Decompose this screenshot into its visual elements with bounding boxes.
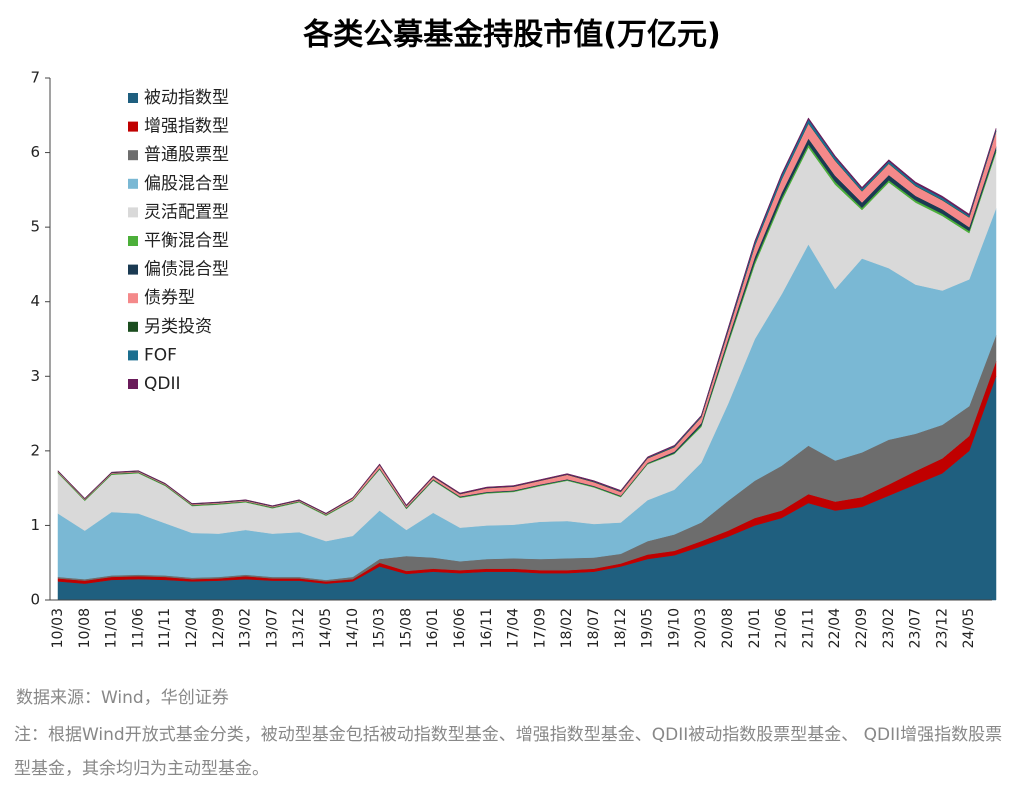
x-tick-label: 16/06 bbox=[452, 608, 468, 648]
x-tick-label: 11/01 bbox=[104, 608, 120, 648]
legend-swatch bbox=[128, 321, 138, 332]
legend-label: 增强指数型 bbox=[144, 117, 229, 137]
x-tick-label: 14/10 bbox=[345, 608, 361, 648]
x-tick-label: 10/08 bbox=[77, 608, 93, 648]
legend-label: 偏债混合型 bbox=[144, 260, 229, 280]
legend-label: 被动指数型 bbox=[144, 88, 229, 108]
y-tick-label: 3 bbox=[30, 367, 40, 385]
y-tick-label: 0 bbox=[30, 591, 40, 609]
legend-label: FOF bbox=[144, 345, 177, 365]
area bbox=[57, 117, 997, 514]
y-tick-label: 5 bbox=[30, 218, 40, 236]
x-tick-label: 24/05 bbox=[961, 608, 977, 648]
x-tick-label: 16/01 bbox=[425, 608, 441, 648]
x-tick-label: 23/12 bbox=[934, 608, 950, 648]
legend-swatch bbox=[128, 150, 138, 161]
legend-label: 普通股票型 bbox=[144, 145, 229, 165]
x-tick-label: 13/12 bbox=[291, 608, 307, 648]
x-tick-label: 12/04 bbox=[184, 608, 200, 648]
x-tick-label: 21/06 bbox=[774, 608, 790, 648]
legend-swatch bbox=[128, 379, 138, 389]
x-tick-label: 23/02 bbox=[881, 608, 897, 648]
note-box: 注：根据Wind开放式基金分类，被动型基金包括被动指数型基金、增强指数型基金、Q… bbox=[14, 725, 1003, 779]
chart-title: 各类公募基金持股市值(万亿元) bbox=[302, 18, 720, 53]
x-tick-label: 18/07 bbox=[586, 608, 602, 648]
legend-label: 偏股混合型 bbox=[144, 174, 229, 194]
legend-swatch bbox=[128, 350, 138, 361]
y-tick-label: 2 bbox=[30, 441, 40, 459]
y-tick-label: 6 bbox=[30, 143, 40, 161]
legend-swatch bbox=[128, 121, 138, 132]
x-tick-label: 21/01 bbox=[747, 608, 763, 648]
y-tick-label: 4 bbox=[30, 292, 40, 310]
x-tick-label: 19/05 bbox=[640, 608, 656, 648]
x-tick-label: 20/03 bbox=[693, 608, 709, 648]
legend-swatch bbox=[128, 264, 138, 275]
source: 数据来源：Wind，华创证券 bbox=[16, 688, 229, 708]
legend-swatch bbox=[128, 236, 138, 246]
x-tick-label: 13/02 bbox=[238, 608, 254, 648]
x-tick-label: 18/12 bbox=[613, 608, 629, 648]
legend-label: 平衡混合型 bbox=[144, 231, 229, 251]
legend-label: QDII bbox=[144, 374, 181, 394]
legend-swatch bbox=[128, 93, 138, 103]
legend-label: 灵活配置型 bbox=[144, 202, 229, 222]
x-tick-label: 13/07 bbox=[264, 608, 280, 648]
x-tick-label: 22/09 bbox=[854, 608, 870, 648]
x-tick-label: 22/04 bbox=[827, 608, 843, 648]
x-tick-label: 11/11 bbox=[157, 608, 173, 648]
x-tick-label: 23/07 bbox=[908, 608, 924, 648]
x-tick-label: 15/08 bbox=[398, 608, 414, 648]
x-tick-label: 18/02 bbox=[559, 608, 575, 648]
x-tick-label: 12/09 bbox=[211, 608, 227, 648]
y-tick-label: 7 bbox=[30, 69, 40, 87]
legend-swatch bbox=[128, 293, 138, 304]
x-tick-label: 17/09 bbox=[532, 608, 548, 648]
x-tick-label: 20/08 bbox=[720, 608, 736, 648]
legend-swatch bbox=[128, 178, 138, 189]
legend-label: 债券型 bbox=[144, 288, 195, 308]
x-tick-label: 19/10 bbox=[666, 608, 682, 648]
x-tick-label: 21/11 bbox=[800, 608, 816, 648]
legend-label: 另类投资 bbox=[144, 317, 212, 337]
legend-swatch bbox=[128, 207, 138, 218]
x-tick-label: 11/06 bbox=[130, 608, 146, 648]
x-tick-label: 16/11 bbox=[479, 608, 495, 648]
y-tick-label: 1 bbox=[30, 516, 40, 534]
note: 注：根据Wind开放式基金分类，被动型基金包括被动指数型基金、增强指数型基金、Q… bbox=[14, 725, 1003, 779]
x-tick-label: 14/05 bbox=[318, 608, 334, 648]
x-tick-label: 10/03 bbox=[50, 608, 66, 648]
x-tick-label: 17/04 bbox=[506, 608, 522, 648]
x-tick-label: 15/03 bbox=[372, 608, 388, 648]
